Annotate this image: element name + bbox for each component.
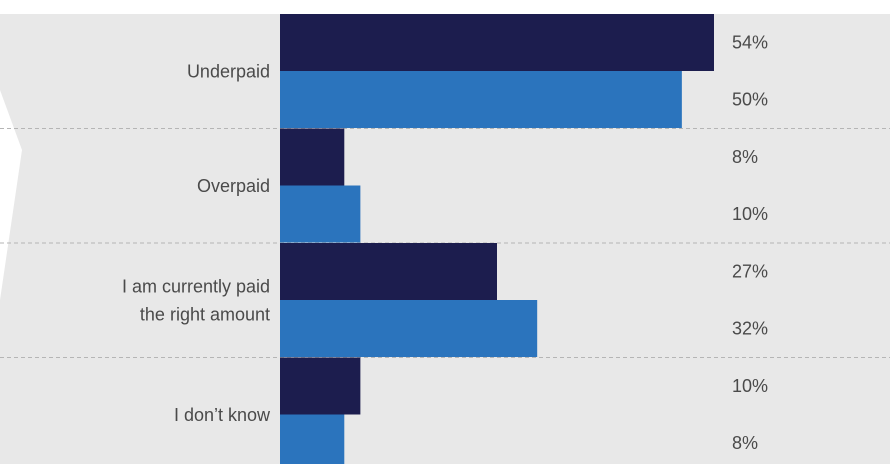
value-label: 27%: [732, 262, 768, 282]
category-label: Underpaid: [187, 61, 270, 81]
chart-marks: 54% 50% Underpaid 8% 10% Overpaid 27% 32% I am c…: [0, 14, 890, 464]
bar-1-0: [280, 128, 345, 186]
bar-0-0: [280, 14, 714, 71]
bar-0-1: [280, 71, 682, 128]
bar-3-1: [280, 414, 345, 464]
bar-2-0: [280, 243, 497, 300]
bar-1-1: [280, 185, 361, 243]
value-label: 54%: [732, 33, 768, 53]
category-label: I am currently paid: [122, 276, 270, 296]
bar-3-0: [280, 357, 361, 415]
decorative-arrow-shape: [0, 90, 22, 300]
value-label: 10%: [732, 204, 768, 224]
category-label: the right amount: [140, 304, 270, 324]
value-label: 8%: [732, 147, 758, 167]
bar-2-1: [280, 300, 538, 357]
category-label: Overpaid: [197, 176, 270, 196]
value-label: 8%: [732, 433, 758, 453]
value-label: 10%: [732, 376, 768, 396]
value-label: 32%: [732, 319, 768, 339]
category-label: I don’t know: [174, 405, 271, 425]
value-label: 50%: [732, 90, 768, 110]
